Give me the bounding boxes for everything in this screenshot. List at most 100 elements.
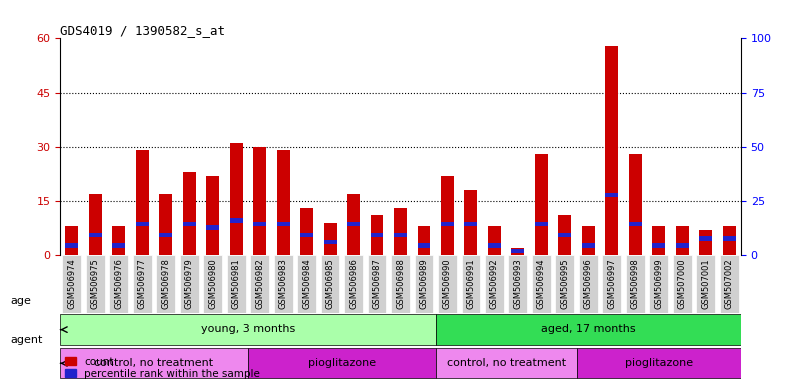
Text: GSM506984: GSM506984 — [302, 258, 311, 309]
Text: GSM506990: GSM506990 — [443, 258, 452, 308]
Text: agent: agent — [10, 335, 42, 345]
Bar — [371, 233, 384, 237]
Text: pioglitazone: pioglitazone — [625, 358, 693, 367]
Bar — [417, 243, 430, 248]
Text: GSM506997: GSM506997 — [607, 258, 616, 309]
Bar — [66, 243, 78, 248]
Text: GSM506989: GSM506989 — [420, 258, 429, 309]
Text: young, 3 months: young, 3 months — [201, 324, 295, 334]
Bar — [324, 222, 336, 255]
Bar — [300, 208, 313, 255]
Bar — [629, 222, 642, 226]
Bar — [555, 255, 574, 313]
Bar — [652, 243, 665, 248]
Bar — [230, 218, 243, 222]
Text: GSM506979: GSM506979 — [185, 258, 194, 309]
Text: GSM506975: GSM506975 — [91, 258, 100, 309]
Bar — [723, 236, 735, 240]
Bar — [227, 255, 246, 313]
Text: GSM506993: GSM506993 — [513, 258, 522, 309]
Bar — [133, 255, 151, 313]
Bar — [485, 255, 504, 313]
Bar — [89, 233, 102, 237]
Bar — [183, 172, 195, 255]
Bar — [535, 222, 548, 226]
Bar — [720, 255, 739, 313]
Bar — [89, 194, 102, 255]
Text: aged, 17 months: aged, 17 months — [541, 324, 636, 334]
Bar — [652, 226, 665, 255]
Bar — [112, 243, 125, 248]
Bar — [436, 314, 741, 345]
Bar — [532, 255, 551, 313]
Bar — [699, 230, 712, 255]
Bar — [579, 255, 598, 313]
Text: GSM506988: GSM506988 — [396, 258, 405, 309]
Bar — [676, 243, 689, 248]
Bar — [156, 255, 175, 313]
Text: GSM506999: GSM506999 — [654, 258, 663, 308]
Text: GSM506996: GSM506996 — [584, 258, 593, 309]
Bar — [673, 255, 691, 313]
Text: GSM507000: GSM507000 — [678, 258, 686, 308]
Bar — [535, 154, 548, 255]
Bar — [606, 46, 618, 255]
Bar — [347, 194, 360, 255]
Bar — [626, 255, 645, 313]
Bar — [488, 243, 501, 248]
Bar — [86, 255, 105, 313]
Bar — [676, 226, 689, 255]
Bar — [629, 154, 642, 255]
Text: age: age — [10, 296, 31, 306]
Bar — [320, 255, 340, 313]
Bar — [391, 255, 410, 313]
Bar — [62, 255, 81, 313]
Bar — [179, 255, 199, 313]
Text: control, no treatment: control, no treatment — [95, 358, 214, 367]
Bar — [582, 243, 595, 248]
Bar — [300, 233, 313, 237]
Bar — [488, 226, 501, 255]
Text: GSM506974: GSM506974 — [67, 258, 76, 309]
Text: GSM506994: GSM506994 — [537, 258, 545, 308]
Text: GSM507002: GSM507002 — [725, 258, 734, 308]
Text: GSM506980: GSM506980 — [208, 258, 217, 309]
Bar — [276, 150, 290, 255]
Text: GSM506992: GSM506992 — [490, 258, 499, 308]
Bar — [253, 147, 266, 255]
Bar — [60, 314, 436, 345]
Bar — [324, 240, 336, 244]
Bar — [465, 222, 477, 226]
Bar — [723, 226, 735, 255]
Bar — [159, 233, 172, 237]
Bar — [344, 255, 363, 313]
Bar — [250, 255, 269, 313]
Bar — [112, 226, 125, 255]
Bar — [276, 222, 290, 226]
Text: GSM506978: GSM506978 — [161, 258, 171, 309]
Bar — [110, 255, 128, 313]
Bar — [417, 226, 430, 255]
Bar — [347, 222, 360, 226]
Bar — [203, 255, 222, 313]
Bar — [297, 255, 316, 313]
Bar — [436, 348, 577, 379]
Bar — [465, 190, 477, 255]
Text: control, no treatment: control, no treatment — [447, 358, 566, 367]
Bar — [696, 255, 715, 313]
Text: GDS4019 / 1390582_s_at: GDS4019 / 1390582_s_at — [60, 24, 225, 37]
Text: GSM506995: GSM506995 — [561, 258, 570, 308]
Bar — [394, 208, 407, 255]
Bar — [248, 348, 436, 379]
Bar — [438, 255, 457, 313]
Bar — [606, 193, 618, 197]
Bar — [206, 225, 219, 230]
Legend: count, percentile rank within the sample: count, percentile rank within the sample — [66, 357, 260, 379]
Text: GSM506991: GSM506991 — [466, 258, 476, 308]
Bar — [441, 222, 454, 226]
Bar — [253, 222, 266, 226]
Text: GSM506981: GSM506981 — [231, 258, 240, 309]
Bar — [461, 255, 481, 313]
Bar — [394, 233, 407, 237]
Text: GSM506976: GSM506976 — [115, 258, 123, 309]
